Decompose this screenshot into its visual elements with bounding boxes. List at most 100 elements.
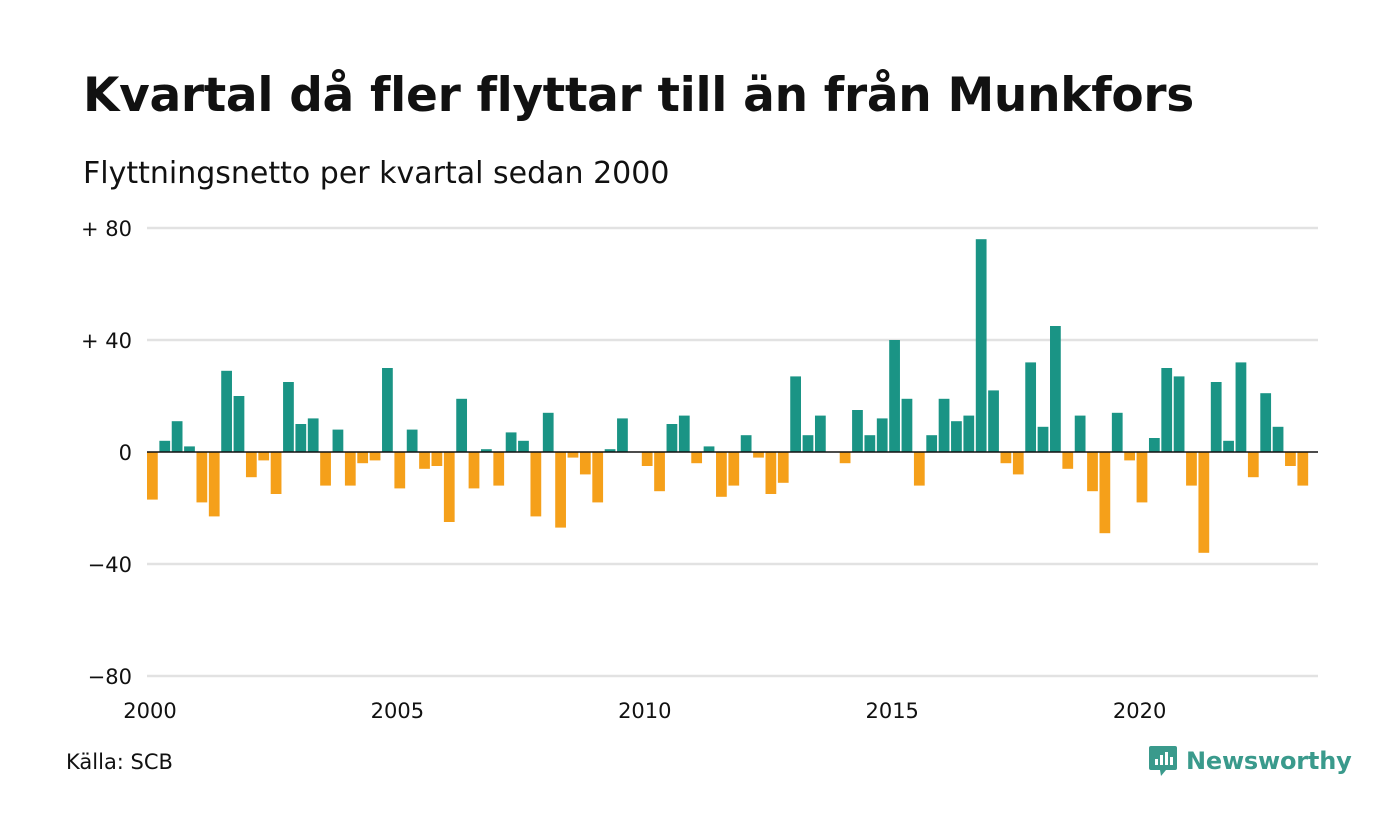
bar xyxy=(480,449,492,452)
bar xyxy=(443,452,455,522)
bar xyxy=(641,452,653,466)
bar xyxy=(926,435,938,452)
bar xyxy=(171,421,183,452)
bar xyxy=(270,452,282,494)
grid-lines xyxy=(147,226,1318,678)
bar xyxy=(1074,415,1086,452)
bar xyxy=(988,390,999,452)
bar xyxy=(678,415,690,452)
bar xyxy=(147,452,158,500)
bar xyxy=(1000,452,1012,464)
y-tick-label: + 40 xyxy=(81,329,132,353)
bar xyxy=(716,452,727,497)
bar xyxy=(406,429,418,452)
chart-subtitle: Flyttningsnetto per kvartal sedan 2000 xyxy=(83,156,670,191)
y-tick-label: −40 xyxy=(88,553,132,577)
bar xyxy=(542,412,554,452)
bar xyxy=(208,452,220,517)
bar xyxy=(951,421,962,452)
y-axis-ticks: + 80 + 40 0 −40 −80 xyxy=(81,217,132,689)
bar xyxy=(307,418,319,452)
x-tick-label: 2020 xyxy=(1113,699,1166,723)
bar xyxy=(196,452,208,503)
bar xyxy=(975,239,987,452)
bar xyxy=(864,435,876,452)
bar xyxy=(579,452,591,475)
bar xyxy=(1037,426,1049,452)
bar xyxy=(159,440,171,452)
x-tick-label: 2015 xyxy=(865,699,918,723)
bar xyxy=(1198,452,1210,553)
bar xyxy=(802,435,814,452)
source-note: Källa: SCB xyxy=(66,750,173,774)
bar xyxy=(1161,368,1173,452)
bar xyxy=(295,424,307,452)
bar xyxy=(876,418,888,452)
bar xyxy=(1297,452,1309,486)
bar xyxy=(592,452,604,503)
bar xyxy=(1062,452,1074,469)
bar xyxy=(753,452,764,458)
bar xyxy=(617,418,628,452)
brand-logo: Newsworthy xyxy=(1148,744,1352,778)
bar xyxy=(431,452,443,466)
bar xyxy=(530,452,542,517)
bar xyxy=(691,452,703,464)
bar xyxy=(666,424,678,452)
bar xyxy=(1099,452,1111,534)
y-tick-label: −80 xyxy=(88,665,132,689)
bar xyxy=(740,435,752,452)
y-tick-label: + 80 xyxy=(81,217,132,241)
bar xyxy=(1247,452,1259,478)
bar xyxy=(1025,362,1037,452)
bar xyxy=(889,340,900,452)
bar xyxy=(555,452,566,528)
x-tick-label: 2005 xyxy=(371,699,424,723)
bar xyxy=(419,452,430,469)
bar xyxy=(369,452,381,461)
bar xyxy=(1136,452,1148,503)
bar xyxy=(233,396,245,452)
bar xyxy=(1012,452,1024,475)
bar xyxy=(790,376,801,452)
bar xyxy=(1235,362,1247,452)
bar xyxy=(493,452,505,486)
bar xyxy=(1260,393,1272,452)
bar xyxy=(320,452,331,486)
bar xyxy=(703,446,715,452)
bar xyxy=(357,452,369,464)
bar xyxy=(567,452,579,458)
brand-name: Newsworthy xyxy=(1186,747,1352,775)
bar xyxy=(604,449,616,452)
bar xyxy=(852,410,863,452)
bar xyxy=(1111,412,1123,452)
bar xyxy=(938,398,950,452)
bar xyxy=(1210,382,1222,452)
bar xyxy=(839,452,851,464)
chart-title: Kvartal då fler flyttar till än från Mun… xyxy=(83,68,1194,123)
y-tick-label: 0 xyxy=(119,441,132,465)
bar xyxy=(332,429,344,452)
bar xyxy=(1087,452,1098,492)
bar xyxy=(505,432,517,452)
bar xyxy=(1173,376,1185,452)
bar xyxy=(1186,452,1197,486)
bar xyxy=(1272,426,1284,452)
bar xyxy=(1148,438,1160,452)
x-axis-ticks: 2000 2005 2010 2015 2020 xyxy=(123,699,1166,723)
bar xyxy=(777,452,789,483)
bar xyxy=(765,452,777,494)
newsworthy-logo-icon xyxy=(1149,746,1177,776)
bar xyxy=(1285,452,1296,466)
bar xyxy=(1124,452,1135,461)
bar xyxy=(518,440,529,452)
bar xyxy=(245,452,257,478)
x-tick-label: 2010 xyxy=(618,699,671,723)
bar xyxy=(963,415,975,452)
bar xyxy=(456,398,468,452)
bar xyxy=(728,452,740,486)
bar xyxy=(814,415,826,452)
bar xyxy=(468,452,480,489)
bars xyxy=(147,239,1309,553)
